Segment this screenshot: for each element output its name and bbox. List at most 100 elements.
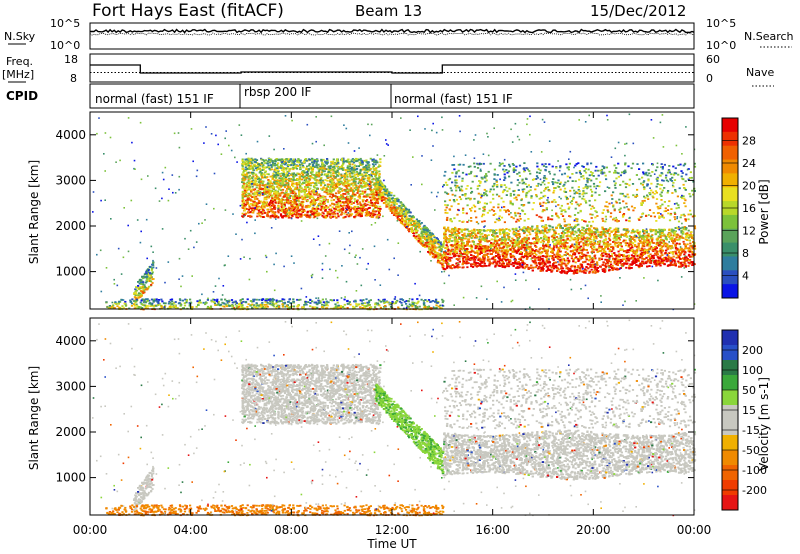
scatter-cell xyxy=(372,170,375,173)
scatter-cell xyxy=(244,169,247,172)
scatter-cell xyxy=(336,178,339,181)
scatter-cell xyxy=(147,280,150,282)
scatter-cell xyxy=(303,210,306,212)
scatter-cell xyxy=(347,161,350,163)
scatter-cell xyxy=(280,185,283,188)
scatter-cell xyxy=(322,170,325,173)
scatter-cell xyxy=(269,208,272,211)
scatter-cell xyxy=(306,168,309,171)
scatter-cell xyxy=(308,177,311,180)
scatter-cell xyxy=(266,162,269,165)
scatter-cell xyxy=(251,185,254,188)
scatter-cell xyxy=(326,201,329,203)
scatter-cell xyxy=(287,164,290,166)
nsky-label: N.Sky xyxy=(4,30,36,43)
scatter-cell xyxy=(268,185,271,188)
scatter-cell xyxy=(317,167,320,170)
scatter-cell xyxy=(252,165,255,167)
scatter-cell xyxy=(277,179,280,182)
scatter-cell xyxy=(424,227,427,230)
scatter-cell xyxy=(356,158,359,161)
scatter-cell xyxy=(370,193,373,196)
scatter-cell xyxy=(361,163,364,165)
scatter-cell xyxy=(432,253,435,256)
scatter-cell xyxy=(244,203,247,206)
scatter-cell xyxy=(261,165,264,168)
scatter-cell xyxy=(369,204,372,207)
scatter-cell xyxy=(293,195,296,198)
scatter-cell xyxy=(402,213,405,215)
scatter-cell xyxy=(377,189,381,191)
scatter-cell xyxy=(433,238,436,241)
scatter-cell xyxy=(338,179,341,182)
scatter-cell xyxy=(439,254,442,256)
scatter-cell xyxy=(310,203,313,205)
scatter-cell xyxy=(302,196,305,199)
scatter-cell xyxy=(248,194,251,197)
scatter-cell xyxy=(241,215,244,218)
scatter-cell xyxy=(286,196,289,199)
scatter-cell xyxy=(368,212,371,215)
scatter-cell xyxy=(323,191,326,193)
scatter-cell xyxy=(292,192,295,195)
scatter-cell xyxy=(419,236,422,239)
scatter-cell xyxy=(386,205,389,208)
scatter-cell xyxy=(266,215,269,217)
scatter-cell xyxy=(325,205,328,207)
scatter-cell xyxy=(536,256,539,259)
scatter-cell xyxy=(292,167,295,169)
scatter-cell xyxy=(330,196,333,199)
scatter-cell xyxy=(376,206,379,209)
scatter-cell xyxy=(308,197,311,200)
scatter-cell xyxy=(142,290,146,293)
scatter-cell xyxy=(244,168,247,171)
scatter-cell xyxy=(398,212,401,215)
scatter-cell xyxy=(408,228,411,230)
scatter-cell xyxy=(142,277,145,280)
scatter-cell xyxy=(136,297,139,300)
scatter-cell xyxy=(306,172,309,175)
scatter-cell xyxy=(316,198,319,201)
scatter-cell xyxy=(430,243,433,245)
scatter-cell xyxy=(355,165,358,168)
scatter-cell xyxy=(350,213,354,215)
scatter-cell xyxy=(301,162,304,164)
scatter-cell xyxy=(405,217,408,219)
scatter-cell xyxy=(272,181,275,184)
scatter-cell xyxy=(250,157,253,160)
scatter-cell xyxy=(243,195,246,198)
cpid-segment-3: normal (fast) 151 IF xyxy=(394,92,513,106)
scatter-cell xyxy=(283,209,286,211)
scatter-cell xyxy=(316,210,319,213)
scatter-cell xyxy=(319,184,323,187)
scatter-cell xyxy=(375,177,378,180)
scatter-cell xyxy=(286,215,289,218)
scatter-cell xyxy=(135,286,138,288)
scatter-cell xyxy=(373,197,376,200)
scatter-cell xyxy=(320,158,323,161)
cpid-label: CPID xyxy=(6,89,38,103)
scatter-cell xyxy=(593,269,596,272)
scatter-cell xyxy=(349,176,352,179)
cpid-panel-frame xyxy=(89,83,695,109)
scatter-cell xyxy=(357,188,360,191)
scatter-cell xyxy=(320,171,324,174)
scatter-cell xyxy=(255,175,258,178)
scatter-cell xyxy=(340,159,344,161)
scatter-cell xyxy=(143,284,146,286)
scatter-cell xyxy=(366,170,369,173)
scatter-cell xyxy=(298,181,301,183)
scatter-cell xyxy=(251,209,254,212)
scatter-cell xyxy=(391,212,394,214)
scatter-cell xyxy=(420,240,423,242)
scatter-cell xyxy=(397,217,400,220)
scatter-cell xyxy=(313,209,316,212)
scatter-cell xyxy=(298,177,301,180)
scatter-cell xyxy=(253,202,256,205)
scatter-cell xyxy=(389,197,392,200)
scatter-cell xyxy=(360,206,363,208)
scatter-cell xyxy=(266,214,269,216)
scatter-cell xyxy=(391,207,394,209)
scatter-cell xyxy=(257,177,260,180)
scatter-cell xyxy=(275,158,278,160)
